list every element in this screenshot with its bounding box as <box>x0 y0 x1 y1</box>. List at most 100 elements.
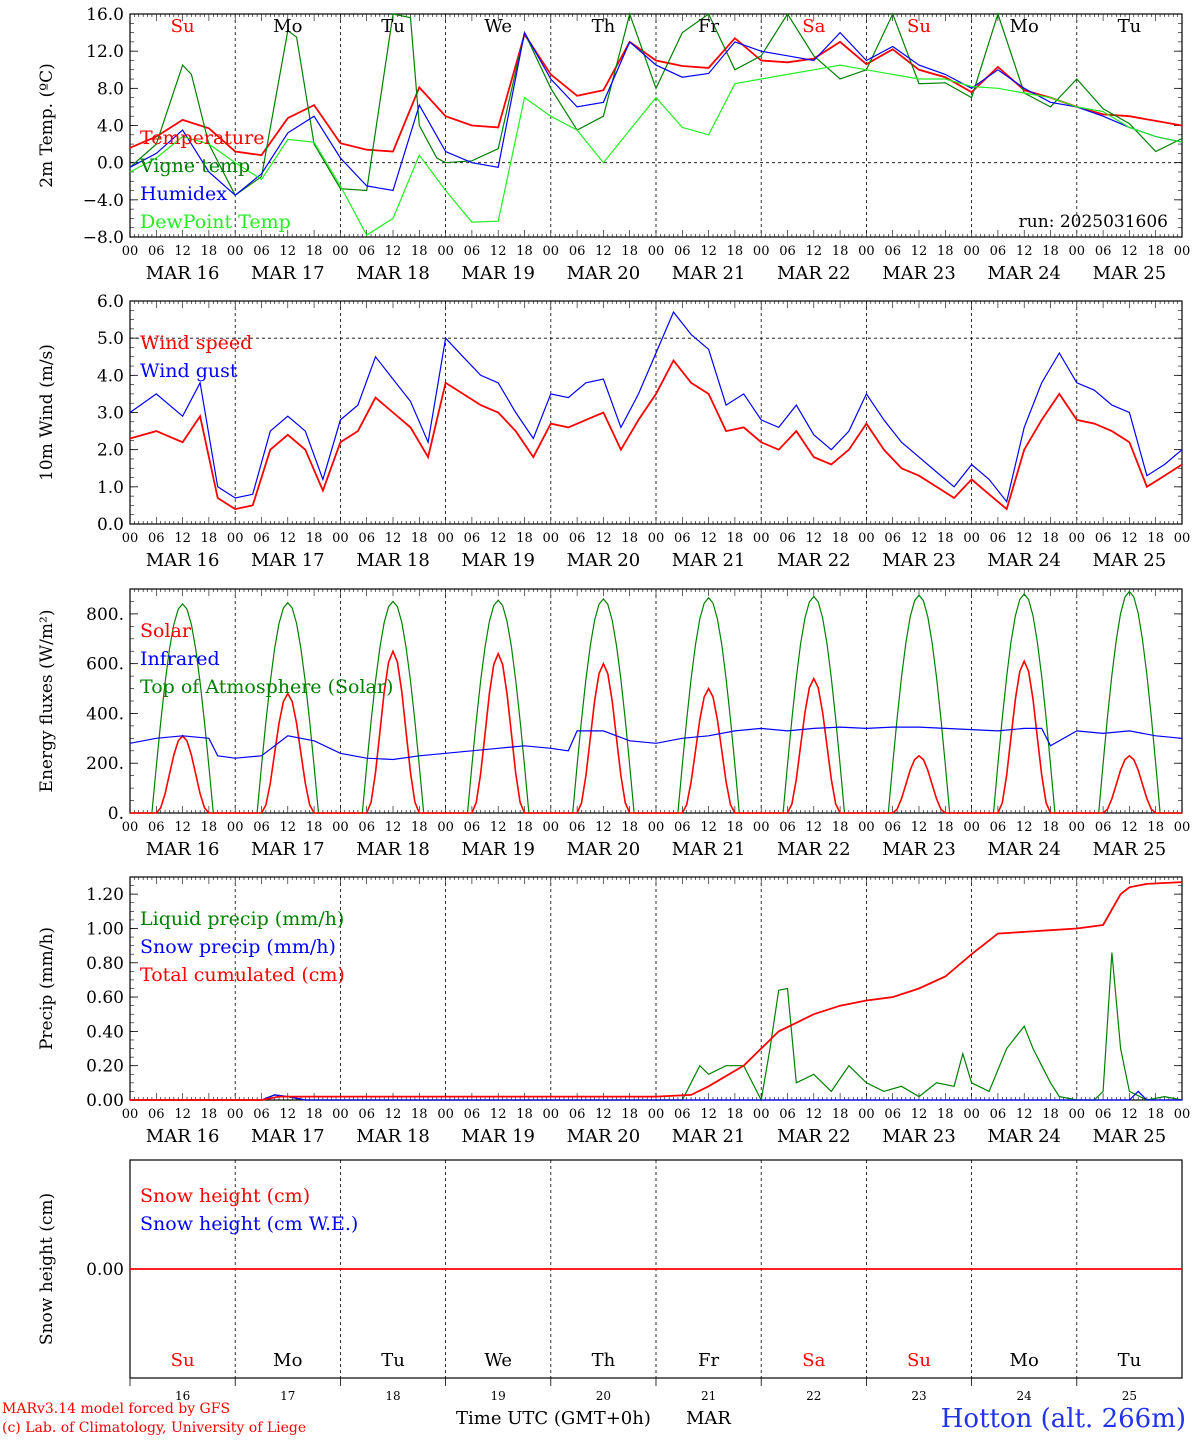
y-tick-label: 0.00 <box>86 1260 124 1280</box>
day-number-label: 16 <box>175 1389 190 1403</box>
series-line-wind-gust <box>129 310 1183 504</box>
panel-frame <box>129 300 1183 525</box>
day-number-label: 20 <box>596 1389 611 1403</box>
hour-tick-label: 12 <box>806 1107 823 1122</box>
series-line-toa-solar <box>130 590 1182 814</box>
y-axis-label: 10m Wind (m/s) <box>37 344 57 481</box>
series-line-humidex <box>129 30 1183 196</box>
x-axis-month: MAR <box>686 1408 731 1429</box>
date-label: MAR 16 <box>146 263 220 284</box>
date-label: MAR 20 <box>567 1126 641 1147</box>
hour-tick-label: 12 <box>1121 1107 1138 1122</box>
date-label: MAR 25 <box>1093 839 1167 860</box>
hour-tick-label: 06 <box>253 1107 270 1122</box>
hour-tick-label: 00 <box>753 531 770 546</box>
hour-tick-label: 00 <box>963 244 980 259</box>
day-abbr-label: Su <box>907 16 931 37</box>
hour-tick-label: 00 <box>437 244 454 259</box>
hour-tick-label: 00 <box>437 1107 454 1122</box>
date-label: MAR 24 <box>987 550 1061 571</box>
day-abbr-label: Tu <box>1118 16 1142 37</box>
date-label: MAR 25 <box>1093 263 1167 284</box>
hour-tick-label: 00 <box>227 531 244 546</box>
y-tick-label: 200. <box>86 754 124 774</box>
hour-tick-label: 00 <box>648 244 665 259</box>
hour-tick-label: 06 <box>674 531 691 546</box>
hour-tick-label: 06 <box>674 244 691 259</box>
hour-tick-label: 18 <box>201 820 218 835</box>
hour-tick-label: 06 <box>779 820 796 835</box>
legend-entry: Snow height (cm) <box>140 1185 310 1207</box>
date-label: MAR 24 <box>987 1126 1061 1147</box>
hour-tick-label: 18 <box>306 531 323 546</box>
y-tick-label: 0.0 <box>97 515 124 535</box>
hour-tick-label: 06 <box>358 244 375 259</box>
hour-tick-label: 18 <box>832 820 849 835</box>
series-line-total-cumulated-cm- <box>130 881 1183 1101</box>
hour-tick-label: 00 <box>858 244 875 259</box>
hour-tick-label: 00 <box>437 531 454 546</box>
date-label: MAR 20 <box>567 550 641 571</box>
station-name: Hotton (alt. 266m) <box>940 1404 1186 1434</box>
day-abbr-label: Su <box>907 1350 931 1371</box>
date-label: MAR 18 <box>356 263 430 284</box>
date-label: MAR 16 <box>146 550 220 571</box>
hour-tick-label: 12 <box>911 531 928 546</box>
y-tick-label: 1.0 <box>97 478 124 498</box>
legend-entry: Wind speed <box>140 332 252 354</box>
panel-1 <box>129 11 1183 238</box>
day-abbr-label: Sa <box>802 16 825 37</box>
hour-tick-label: 12 <box>385 820 402 835</box>
hour-tick-label: 18 <box>937 244 954 259</box>
date-label: MAR 23 <box>882 839 956 860</box>
hour-tick-label: 18 <box>201 1107 218 1122</box>
date-label: MAR 19 <box>461 839 535 860</box>
legend-entry: Top of Atmosphere (Solar) <box>140 676 393 698</box>
hour-tick-label: 18 <box>1042 820 1059 835</box>
hour-tick-label: 00 <box>1174 1107 1191 1122</box>
date-label: MAR 17 <box>251 550 325 571</box>
hour-tick-label: 12 <box>1016 820 1033 835</box>
hour-tick-label: 18 <box>727 1107 744 1122</box>
day-abbr-label: Th <box>592 1350 616 1371</box>
hour-tick-label: 00 <box>122 244 139 259</box>
hour-tick-label: 12 <box>490 820 507 835</box>
hour-tick-label: 00 <box>332 531 349 546</box>
run-annotation: run: 2025031606 <box>1019 212 1168 232</box>
date-label: MAR 19 <box>461 550 535 571</box>
hour-tick-label: 18 <box>516 1107 533 1122</box>
model-credit: MARv3.14 model forced by GFS <box>2 1401 231 1417</box>
hour-tick-label: 00 <box>648 531 665 546</box>
legend-entry: Wind gust <box>140 360 238 382</box>
day-abbr-label: Fr <box>698 16 719 37</box>
hour-tick-label: 06 <box>674 1107 691 1122</box>
hour-tick-label: 12 <box>700 531 717 546</box>
y-tick-label: 0.20 <box>86 1057 124 1077</box>
hour-tick-label: 12 <box>700 820 717 835</box>
date-label: MAR 16 <box>146 839 220 860</box>
hour-tick-label: 18 <box>621 244 638 259</box>
day-abbr-label: Fr <box>698 1350 719 1371</box>
date-label: MAR 23 <box>882 263 956 284</box>
hour-tick-label: 00 <box>227 820 244 835</box>
day-number-label: 18 <box>385 1389 400 1403</box>
hour-tick-label: 18 <box>306 1107 323 1122</box>
hour-tick-label: 06 <box>253 820 270 835</box>
hour-tick-label: 12 <box>1121 531 1138 546</box>
date-label: MAR 19 <box>461 263 535 284</box>
date-label: MAR 18 <box>356 550 430 571</box>
day-abbr-label: Mo <box>1010 16 1039 37</box>
x-axis-label: Time UTC (GMT+0h) <box>456 1408 651 1429</box>
date-label: MAR 21 <box>672 1126 746 1147</box>
day-abbr-label: Mo <box>273 1350 302 1371</box>
hour-tick-label: 00 <box>648 820 665 835</box>
hour-tick-label: 12 <box>1121 820 1138 835</box>
date-label: MAR 16 <box>146 1126 220 1147</box>
y-tick-label: 0.80 <box>86 954 124 974</box>
hour-tick-label: 18 <box>1042 244 1059 259</box>
date-label: MAR 23 <box>882 1126 956 1147</box>
hour-tick-label: 00 <box>122 820 139 835</box>
legend-entry: Snow precip (mm/h) <box>140 936 336 958</box>
y-tick-label: 400. <box>86 704 124 724</box>
hour-tick-label: 00 <box>858 531 875 546</box>
